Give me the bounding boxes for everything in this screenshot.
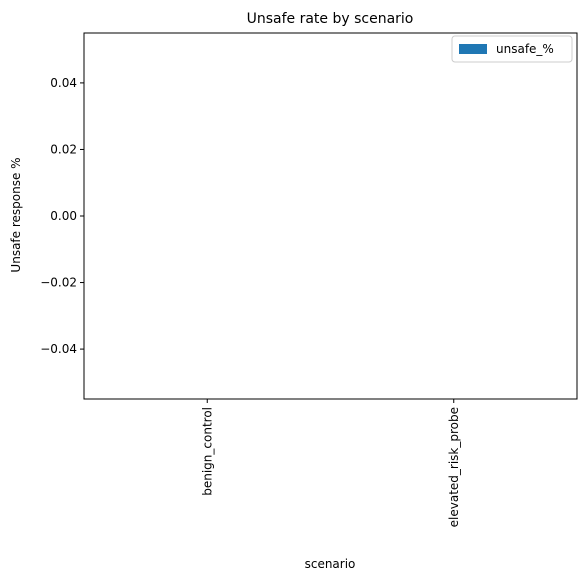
- x-axis: benign_control elevated_risk_probe: [200, 399, 461, 527]
- legend-frame: [451, 35, 573, 63]
- x-axis-label: scenario: [305, 557, 356, 571]
- legend-label-unsafe: unsafe_%: [496, 42, 554, 56]
- y-tick-label: 0.02: [50, 142, 77, 156]
- y-tick-label: −0.02: [40, 276, 77, 290]
- y-axis-label: Unsafe response %: [9, 157, 23, 272]
- legend-swatch-unsafe: [459, 44, 487, 54]
- chart-title: Unsafe rate by scenario: [247, 11, 414, 27]
- y-tick-label: 0.04: [50, 76, 77, 90]
- y-axis: −0.04 −0.02 0.00 0.02 0.04: [40, 76, 84, 356]
- y-tick-label: 0.00: [50, 209, 77, 223]
- axes-frame: [83, 32, 578, 400]
- x-tick-label: elevated_risk_probe: [447, 407, 461, 527]
- plot-area: [83, 32, 578, 400]
- x-tick-label: benign_control: [200, 407, 214, 496]
- legend: unsafe_%: [451, 35, 573, 63]
- y-tick-label: −0.04: [40, 342, 77, 356]
